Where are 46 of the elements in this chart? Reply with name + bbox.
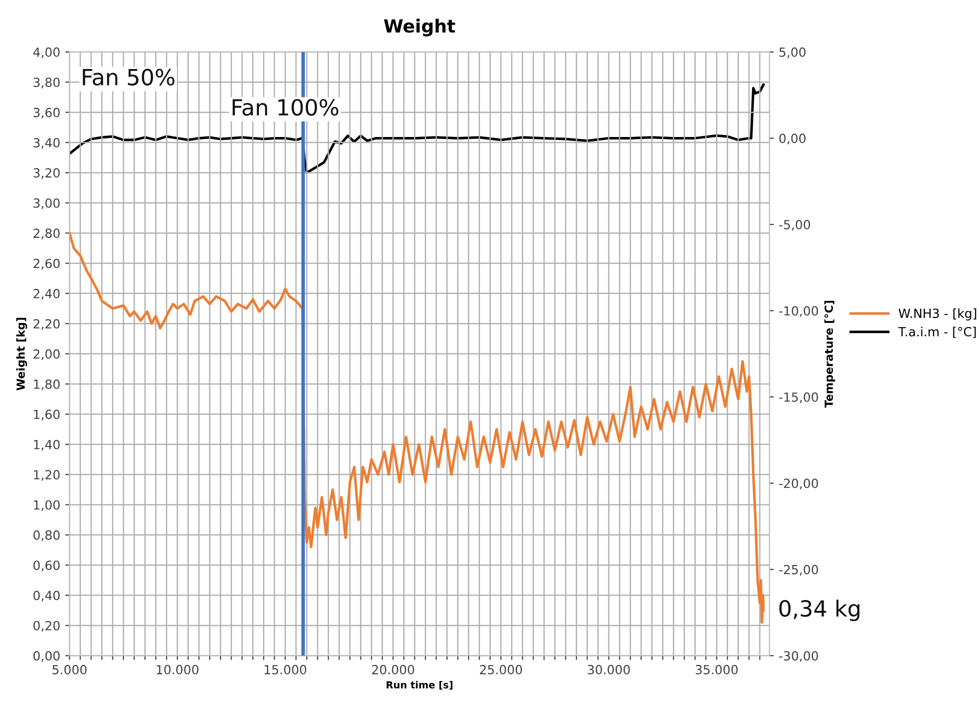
y-tick-label: 3,60 (34, 108, 60, 119)
y2-tick-label: 5,00 (779, 47, 806, 58)
y-tick-label: 1,80 (34, 379, 60, 390)
legend-label: T.a.i.m - [°C] (898, 326, 976, 338)
y-tick-label: 3,20 (34, 168, 60, 179)
y-tick-label: 1,00 (34, 500, 60, 511)
y-tick-label: 1,40 (34, 440, 60, 451)
x-tick-label: 35.000 (696, 664, 738, 674)
x-tick-label: 30.000 (588, 664, 630, 674)
y-axis-title: Weight [kg] (16, 318, 28, 390)
x-tick-label: 20.000 (372, 664, 414, 674)
y2-tick-label: -20,00 (779, 478, 818, 490)
y-tick-label: 3,40 (34, 138, 60, 149)
y2-tick-label: -10,00 (779, 306, 818, 317)
y-tick-label: 2,60 (34, 258, 60, 270)
x-tick-label: 10.000 (156, 664, 198, 674)
y2-tick-label: -25,00 (779, 564, 818, 576)
y-tick-label: 0,60 (33, 560, 60, 572)
y-tick-label: 0,40 (33, 590, 60, 602)
y-tick-label: 2,80 (34, 228, 60, 240)
y-tick-label: 0,20 (33, 620, 60, 632)
annotation: Fan 50% (82, 68, 174, 86)
y2-axis-title: Temperature [°C] (824, 300, 836, 408)
x-tick-label: 25.000 (480, 664, 522, 674)
y-tick-label: 0,80 (33, 530, 60, 542)
y-tick-label: 1,20 (34, 470, 60, 481)
x-tick-label: 15.000 (264, 664, 306, 674)
y-tick-label: 2,20 (34, 319, 60, 330)
y-tick-label: 3,80 (34, 78, 60, 88)
annotation: Fan 100% (232, 98, 338, 116)
x-tick-label: 5.000 (52, 664, 87, 674)
chart-title: Weight (384, 18, 456, 36)
y-tick-label: 0,00 (33, 651, 60, 662)
line-series (70, 232, 765, 624)
y2-tick-label: -15,00 (779, 392, 818, 404)
legend-label: W.NH3 - [kg] (898, 308, 976, 320)
y-tick-label: 3,00 (34, 198, 60, 210)
y2-tick-label: -5,00 (779, 220, 810, 231)
y-tick-label: 4,00 (33, 47, 60, 58)
y2-tick-label: 0,00 (779, 134, 806, 144)
y2-tick-label: -30,00 (779, 651, 818, 662)
y-tick-label: 2,00 (34, 349, 60, 360)
y-tick-label: 1,60 (34, 410, 60, 420)
y-tick-label: 2,40 (34, 288, 60, 300)
x-axis-title: Run time [s] (386, 680, 452, 690)
text: 0,34 kg (779, 600, 860, 622)
